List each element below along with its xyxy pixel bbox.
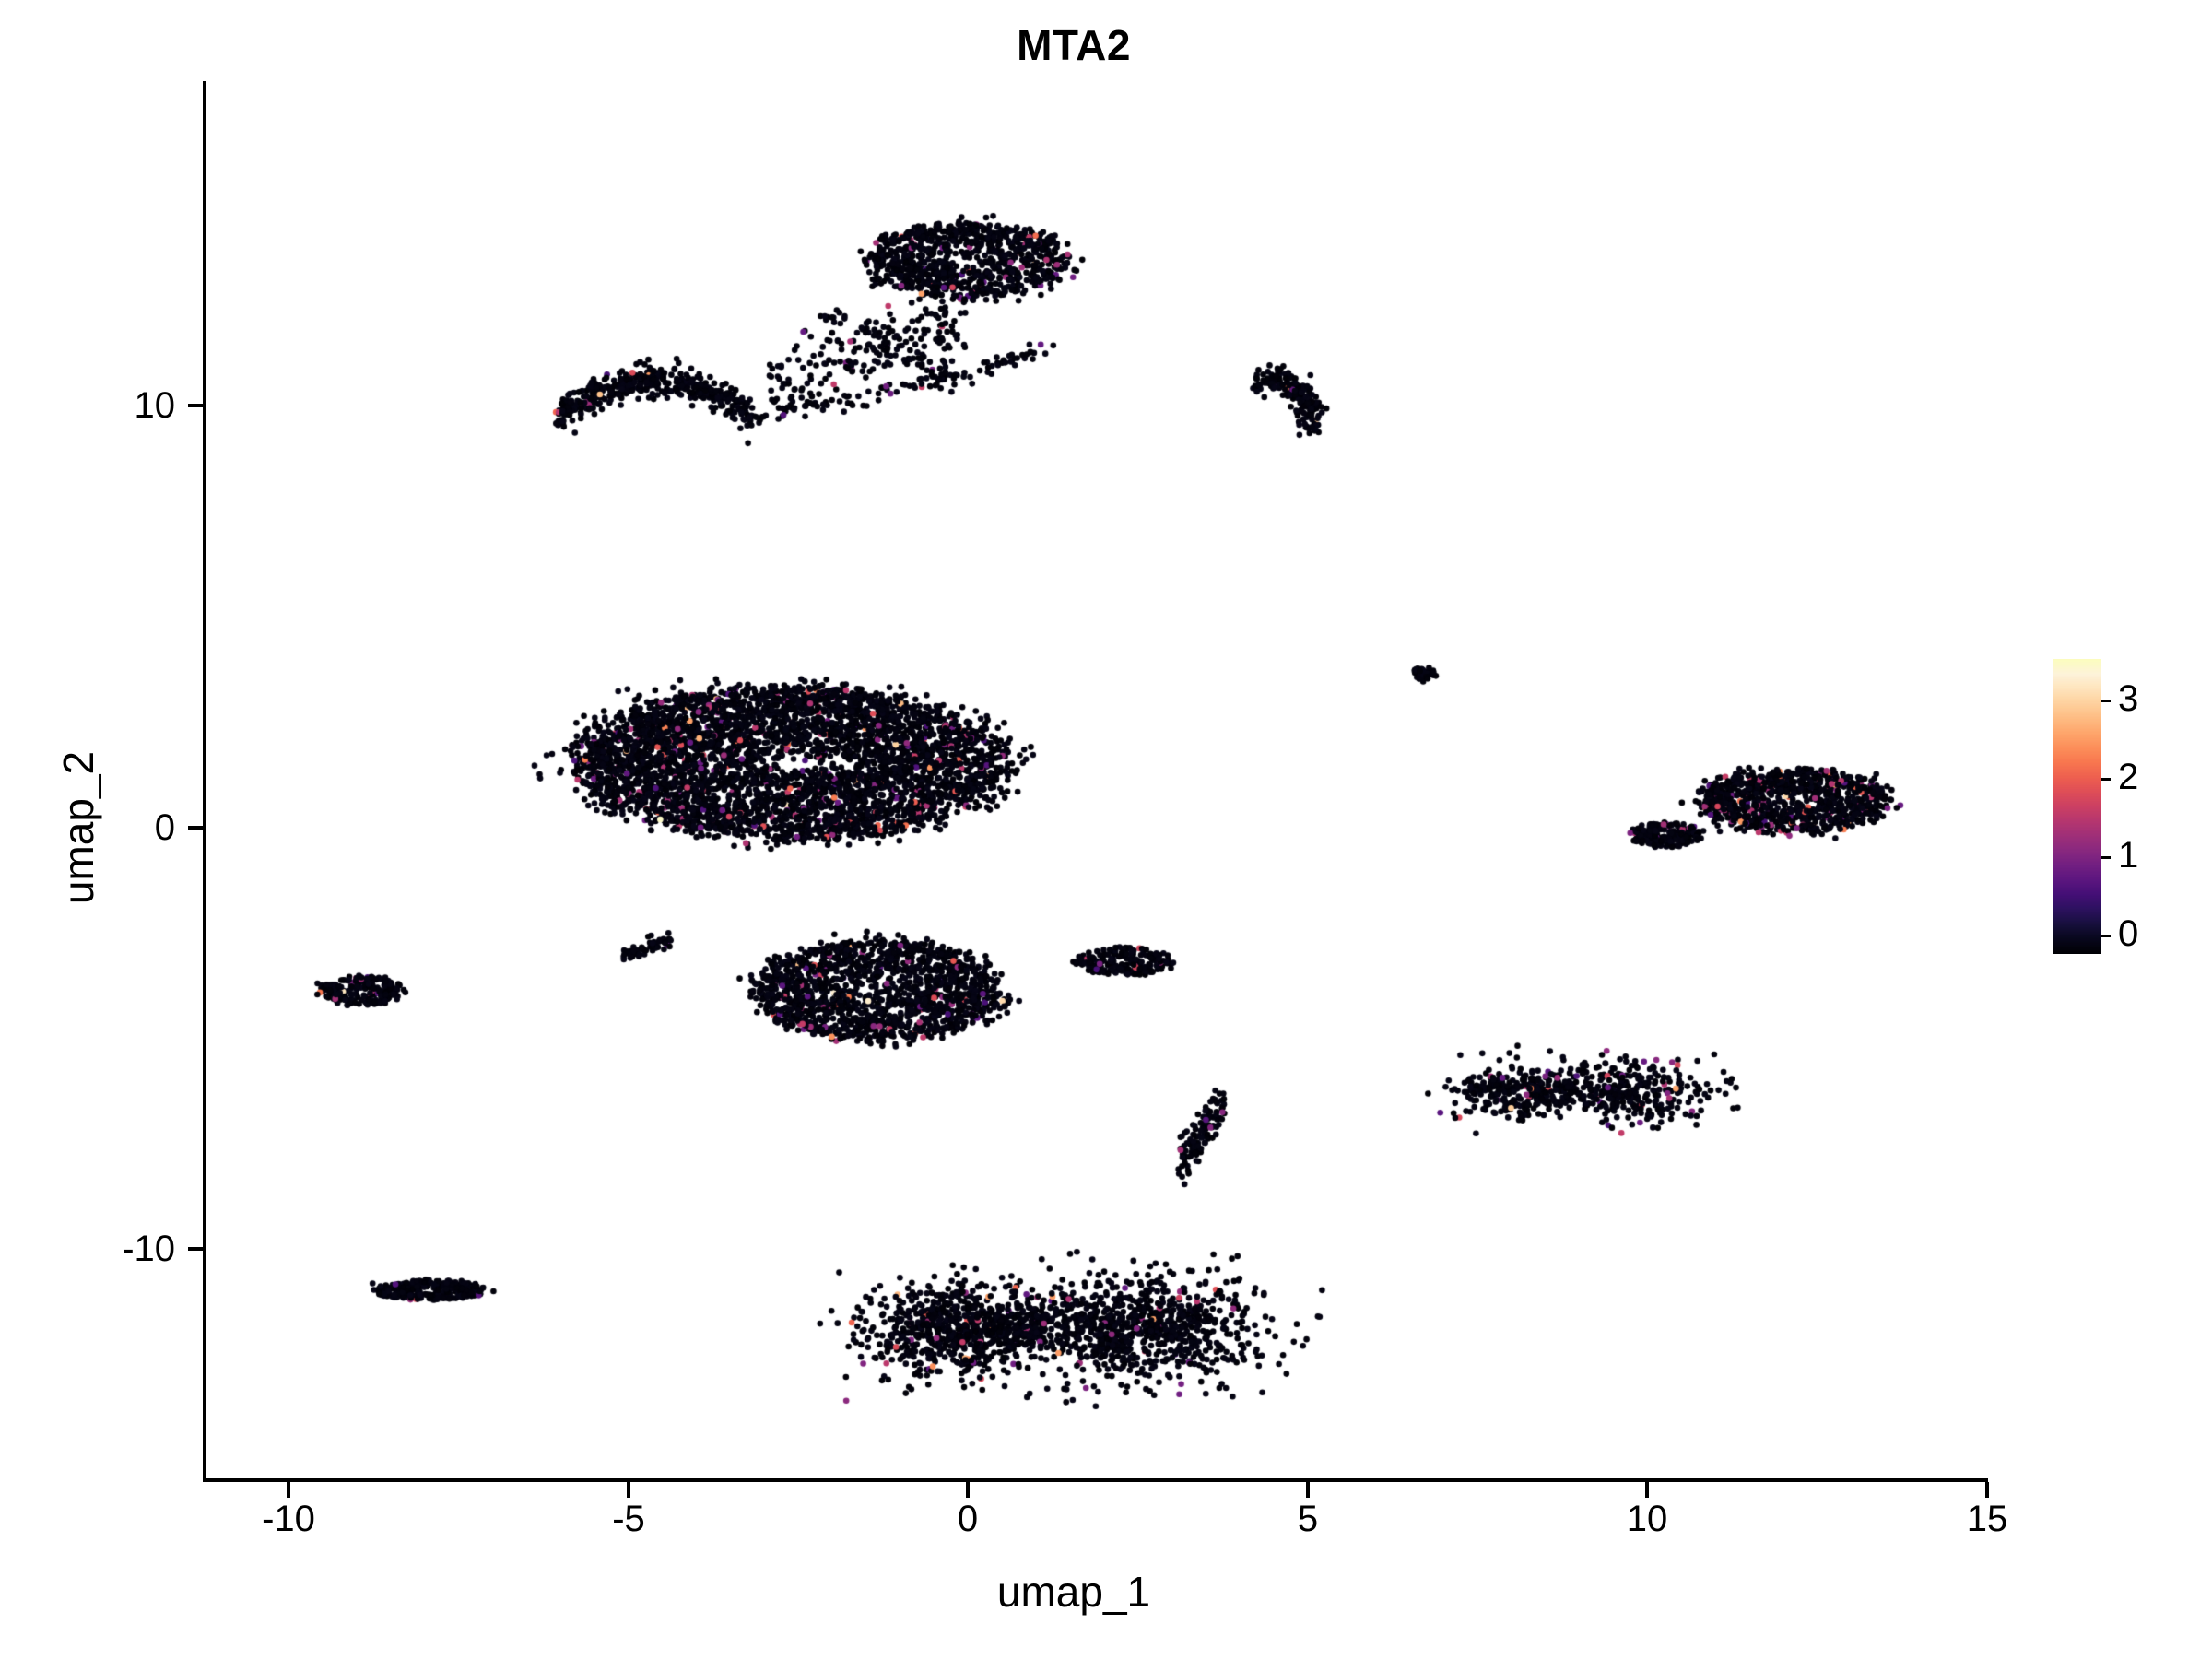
- y-axis-label-text: umap_2: [54, 750, 102, 905]
- x-tick-label: 5: [1297, 1499, 1319, 1539]
- x-tick-mark: [966, 1482, 970, 1498]
- y-tick-label: 10: [134, 385, 176, 426]
- y-tick-mark: [188, 826, 203, 830]
- x-tick-mark: [287, 1482, 290, 1498]
- x-tick-label: 0: [957, 1499, 979, 1539]
- x-tick-label: 15: [1966, 1499, 2008, 1539]
- y-tick-mark: [188, 404, 203, 407]
- y-tick-label: 0: [154, 807, 175, 848]
- x-axis-label: umap_1: [996, 1568, 1151, 1616]
- colorbar-gradient: [2053, 659, 2101, 954]
- colorbar-tick: [2101, 935, 2111, 937]
- colorbar-tick-label: 0: [2118, 913, 2139, 954]
- y-axis-label: umap_2: [53, 675, 103, 904]
- colorbar-tick: [2101, 778, 2111, 781]
- x-tick-label: 10: [1626, 1499, 1668, 1539]
- x-tick-mark: [1645, 1482, 1649, 1498]
- x-tick-mark: [627, 1482, 630, 1498]
- x-tick-mark: [1985, 1482, 1989, 1498]
- colorbar-tick-label: 2: [2118, 757, 2139, 797]
- y-tick-label: -10: [122, 1229, 175, 1269]
- colorbar-tick-label: 3: [2118, 678, 2139, 719]
- colorbar-tick-label: 1: [2118, 835, 2139, 876]
- y-tick-mark: [188, 1247, 203, 1251]
- x-tick-label: -10: [262, 1499, 315, 1539]
- x-tick-label: -5: [612, 1499, 645, 1539]
- colorbar-tick: [2101, 700, 2111, 702]
- colorbar-tick: [2101, 856, 2111, 859]
- x-tick-mark: [1306, 1482, 1310, 1498]
